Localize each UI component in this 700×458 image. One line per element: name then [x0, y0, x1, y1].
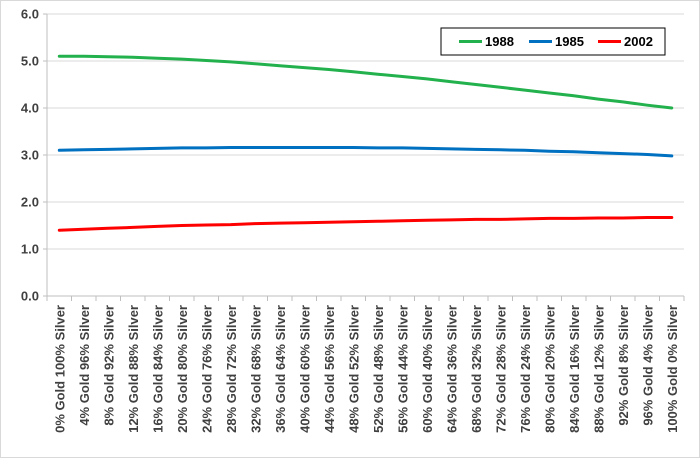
gridlines: [47, 13, 684, 250]
y-tick-label: 1.0: [21, 242, 39, 257]
x-tick-label: 40% Gold 60% Silver: [297, 305, 312, 433]
y-tick-label: 4.0: [21, 101, 39, 116]
legend-label-1985: 1985: [555, 34, 584, 49]
y-tick-label: 6.0: [21, 7, 39, 22]
x-tick-label: 96% Gold 4% Silver: [640, 305, 655, 426]
x-tick-label: 24% Gold 76% Silver: [199, 305, 214, 433]
series-line-1985: [57, 146, 674, 158]
y-tick-label: 3.0: [21, 148, 39, 163]
x-tick-label: 16% Gold 84% Silver: [150, 305, 165, 433]
x-tick-label: 48% Gold 52% Silver: [346, 305, 361, 433]
x-tick-label: 52% Gold 48% Silver: [371, 305, 386, 433]
x-tick-label: 12% Gold 88% Silver: [126, 305, 141, 433]
x-tick-label: 88% Gold 12% Silver: [591, 305, 606, 433]
series-line-2002: [57, 216, 674, 232]
y-tick-labels: 0.0 1.0 2.0 3.0 4.0 5.0 6.0: [21, 7, 39, 304]
x-tick-label: 44% Gold 56% Silver: [322, 305, 337, 433]
x-tick-label: 56% Gold 44% Silver: [395, 305, 410, 433]
axes: [43, 13, 685, 301]
series-line-1988: [57, 54, 674, 110]
x-tick-label: 36% Gold 64% Silver: [273, 305, 288, 433]
y-tick-label: 2.0: [21, 195, 39, 210]
x-tick-label: 92% Gold 8% Silver: [616, 305, 631, 426]
legend-label-2002: 2002: [624, 34, 653, 49]
x-tick-label: 28% Gold 72% Silver: [224, 305, 239, 433]
legend: 1988 1985 2002: [440, 27, 666, 56]
x-tick-label: 0% Gold 100% Silver: [52, 305, 67, 433]
x-tick-label: 68% Gold 32% Silver: [469, 305, 484, 433]
x-tick-label: 84% Gold 16% Silver: [567, 305, 582, 433]
x-tick-label: 72% Gold 28% Silver: [493, 305, 508, 433]
x-tick-label: 8% Gold 92% Silver: [101, 305, 116, 426]
x-tick-label: 60% Gold 40% Silver: [420, 305, 435, 433]
x-tick-label: 64% Gold 36% Silver: [444, 305, 459, 433]
x-tick-label: 76% Gold 24% Silver: [518, 305, 533, 433]
series-lines: [57, 54, 674, 232]
y-tick-label: 5.0: [21, 54, 39, 69]
x-tick-label: 32% Gold 68% Silver: [248, 305, 263, 433]
x-tick-label: 80% Gold 20% Silver: [542, 305, 557, 433]
legend-label-1988: 1988: [485, 34, 514, 49]
x-tick-label: 100% Gold 0% Silver: [665, 305, 680, 433]
y-tick-label: 0.0: [21, 289, 39, 304]
x-tick-label: 20% Gold 80% Silver: [175, 305, 190, 433]
x-tick-label: 4% Gold 96% Silver: [77, 305, 92, 426]
x-tick-labels: 0% Gold 100% Silver 4% Gold 96% Silver 8% …: [52, 305, 680, 433]
